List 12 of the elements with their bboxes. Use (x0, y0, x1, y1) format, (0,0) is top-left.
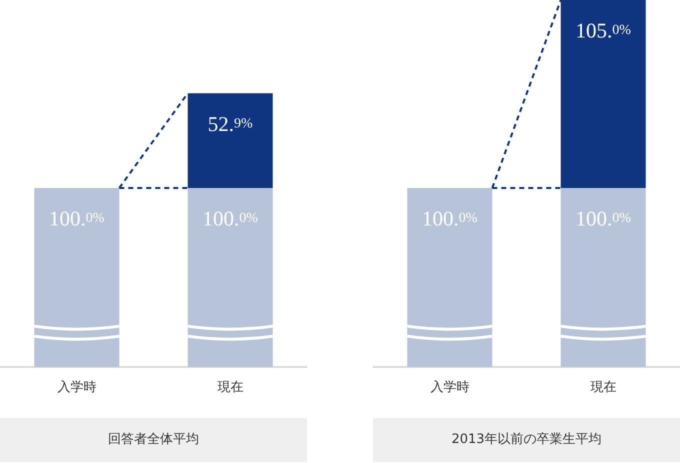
text: 回答者全体平均 (0, 418, 307, 462)
data-label: 105.0% (576, 18, 632, 42)
x-tick-label: 入学時 (430, 379, 470, 394)
x-tick-label: 現在 (217, 379, 244, 394)
data-label: 100.0% (422, 206, 478, 230)
data-label: 100.0% (576, 206, 632, 230)
data-label: 100.0% (202, 206, 258, 230)
data-label: 100.0% (49, 206, 105, 230)
x-tick-label: 現在 (590, 379, 616, 394)
x-tick-label: 入学時 (57, 379, 96, 394)
text: 2013年以前の卒業生平均 (373, 418, 680, 462)
data-label: 52.9% (208, 112, 254, 136)
